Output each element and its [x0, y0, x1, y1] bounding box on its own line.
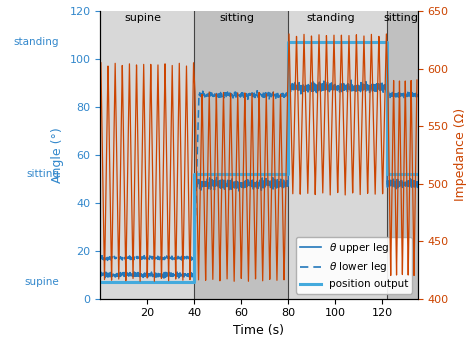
- Text: supine: supine: [124, 13, 161, 23]
- Text: sitting: sitting: [26, 169, 59, 179]
- Bar: [100, 11, 194, 299]
- Bar: [387, 11, 418, 299]
- Y-axis label: Impedance (Ω): Impedance (Ω): [454, 108, 467, 202]
- Bar: [194, 11, 288, 299]
- X-axis label: Time (s): Time (s): [233, 324, 284, 337]
- Text: standing: standing: [13, 37, 59, 47]
- Text: standing: standing: [306, 13, 355, 23]
- Y-axis label: Angle (°): Angle (°): [51, 127, 64, 183]
- Text: supine: supine: [24, 277, 59, 287]
- Text: sitting: sitting: [219, 13, 254, 23]
- Bar: [288, 11, 387, 299]
- Text: sitting: sitting: [383, 13, 419, 23]
- Legend: $\theta$ upper leg, $\theta$ lower leg, position output: $\theta$ upper leg, $\theta$ lower leg, …: [296, 237, 412, 293]
